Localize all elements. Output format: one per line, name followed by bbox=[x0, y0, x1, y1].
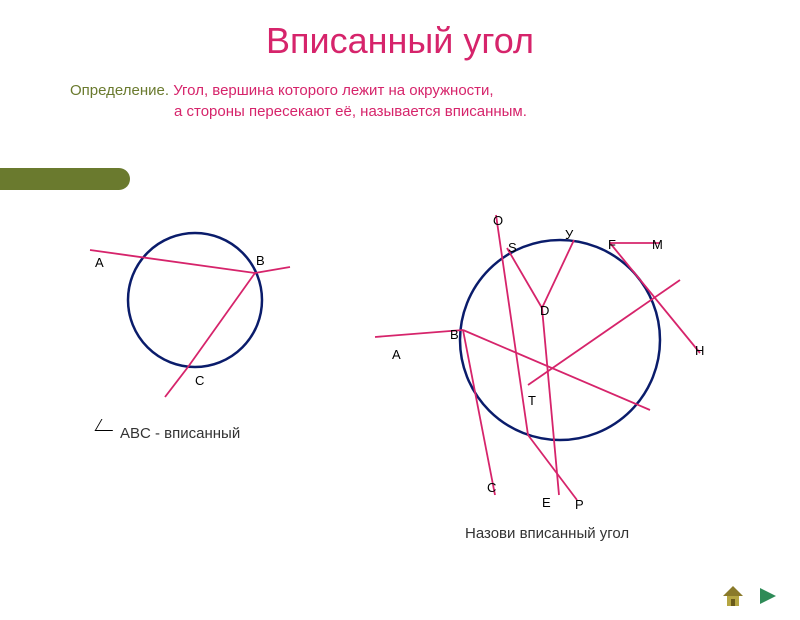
point-label: D bbox=[540, 303, 549, 318]
point-label: F bbox=[608, 237, 616, 252]
point-label: E bbox=[542, 495, 551, 510]
point-label: A bbox=[95, 255, 104, 270]
point-label: H bbox=[695, 343, 704, 358]
next-icon[interactable] bbox=[756, 584, 780, 608]
definition-line1: Угол, вершина которого лежит на окружнос… bbox=[173, 82, 493, 99]
point-label: A bbox=[392, 347, 401, 362]
definition-block: Определение. Угол, вершина которого лежи… bbox=[70, 80, 800, 122]
point-label: У bbox=[565, 227, 573, 242]
nav-controls bbox=[720, 584, 780, 608]
point-label: M bbox=[652, 237, 663, 252]
accent-bar bbox=[0, 168, 130, 190]
point-label: T bbox=[528, 393, 536, 408]
caption-task: Назови вписанный угол bbox=[465, 525, 629, 542]
point-label: B bbox=[450, 327, 459, 342]
point-label: B bbox=[256, 253, 265, 268]
diagram-svg bbox=[0, 195, 800, 565]
point-label: P bbox=[575, 497, 584, 512]
page-title: Вписанный угол bbox=[0, 20, 800, 62]
point-label: C bbox=[487, 480, 496, 495]
diagram-area: ABC - вписанный Назови вписанный угол A B… bbox=[0, 195, 800, 565]
point-label: C bbox=[195, 373, 204, 388]
definition-label: Определение. bbox=[70, 82, 169, 99]
home-icon[interactable] bbox=[720, 584, 746, 608]
point-label: S bbox=[508, 240, 517, 255]
point-label: O bbox=[493, 213, 503, 228]
caption-abc: ABC - вписанный bbox=[120, 425, 240, 442]
definition-line2: а стороны пересекают её, называется впис… bbox=[174, 103, 527, 120]
